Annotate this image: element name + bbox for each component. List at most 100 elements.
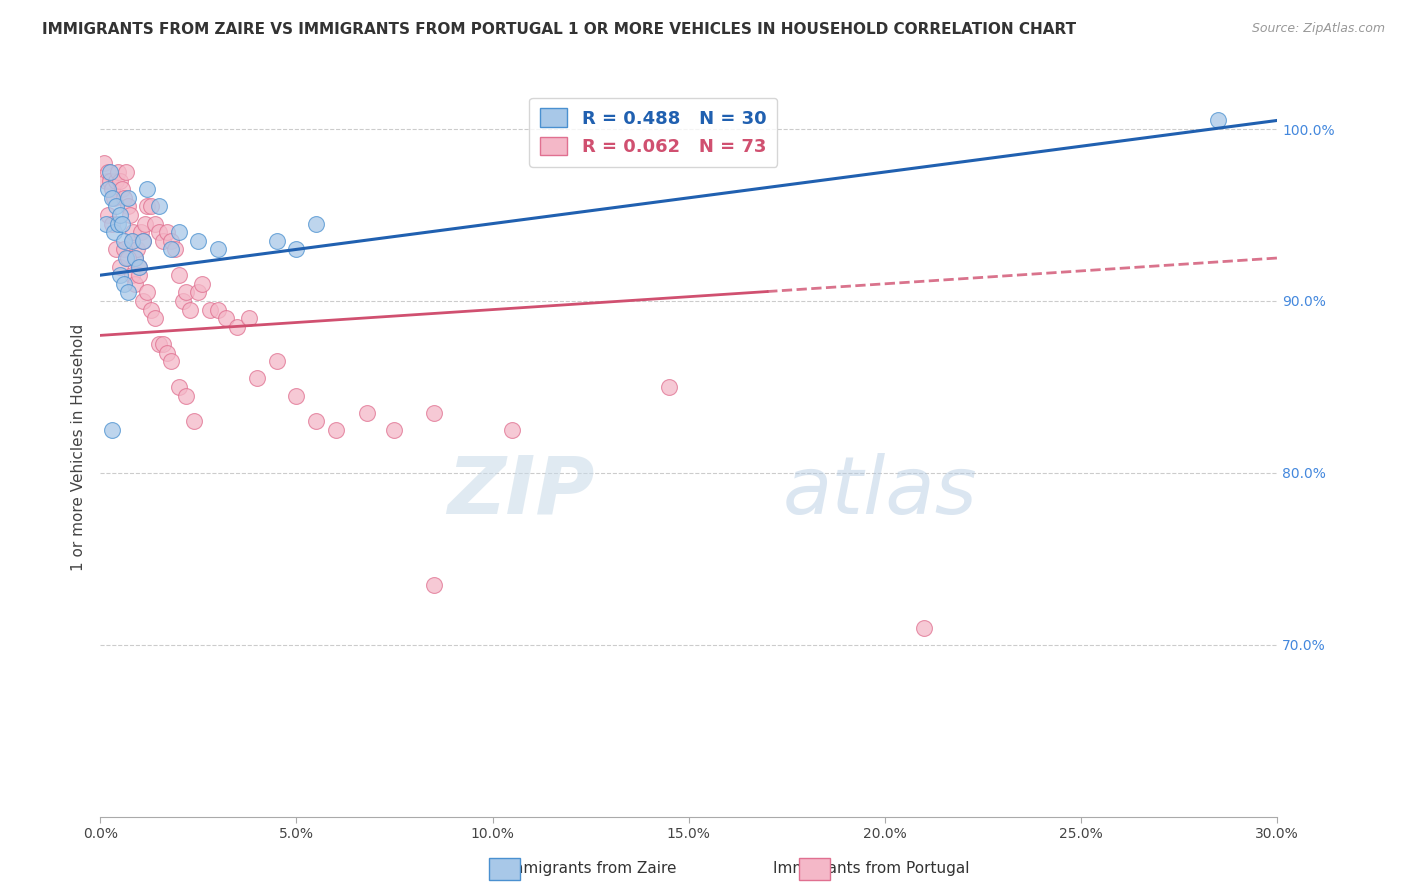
Point [121,234,143,248]
Point [98,165,121,179]
Text: Source: ZipAtlas.com: Source: ZipAtlas.com [1251,22,1385,36]
Point [198,302,221,317]
Point [148,225,170,239]
Point [122,225,145,239]
Point [124,277,146,291]
Point [103,225,125,239]
Point [187,234,209,248]
Point [148,337,170,351]
Point [159,354,181,368]
Point [136,199,159,213]
Point [167,380,190,394]
Point [156,225,179,239]
Point [112,243,135,257]
Point [207,243,229,257]
Point [176,285,198,300]
Point [101,217,124,231]
Point [156,345,179,359]
Point [163,243,186,257]
Point [111,217,134,231]
Point [97,165,120,179]
Point [1208,113,1230,128]
Point [422,578,444,592]
Point [215,311,238,326]
Point [97,208,120,222]
Point [101,182,124,196]
Point [143,217,166,231]
Point [128,268,150,283]
Point [152,337,174,351]
Point [124,251,146,265]
Point [207,302,229,317]
Point [325,423,347,437]
Point [104,199,127,213]
Point [128,260,150,274]
Point [422,406,444,420]
Point [104,173,127,187]
Point [118,208,141,222]
Point [132,234,155,248]
Text: Immigrants from Portugal: Immigrants from Portugal [773,861,970,876]
Point [172,293,194,308]
Point [159,243,181,257]
Point [139,302,162,317]
Point [114,165,136,179]
Point [266,354,288,368]
Point [266,234,288,248]
Point [167,268,190,283]
Legend: R = 0.488   N = 30, R = 0.062   N = 73: R = 0.488 N = 30, R = 0.062 N = 73 [530,97,778,167]
Point [103,191,125,205]
Point [112,277,135,291]
Point [658,380,681,394]
Point [176,388,198,402]
Point [285,388,308,402]
Text: ZIP: ZIP [447,452,595,531]
Point [912,621,935,635]
Point [108,173,131,187]
Point [183,414,205,428]
Point [136,182,159,196]
Point [94,217,117,231]
Point [131,225,153,239]
Point [107,217,129,231]
Point [93,156,115,170]
Point [136,285,159,300]
Point [501,423,523,437]
Text: atlas: atlas [783,452,977,531]
Point [117,285,139,300]
Point [191,277,214,291]
Point [112,191,135,205]
Point [132,293,155,308]
Point [179,302,201,317]
Point [148,199,170,213]
Point [132,234,155,248]
Point [127,243,149,257]
Point [305,217,328,231]
Point [139,199,162,213]
Point [121,268,143,283]
Point [134,217,156,231]
Text: IMMIGRANTS FROM ZAIRE VS IMMIGRANTS FROM PORTUGAL 1 OR MORE VEHICLES IN HOUSEHOL: IMMIGRANTS FROM ZAIRE VS IMMIGRANTS FROM… [42,22,1077,37]
Point [152,234,174,248]
Point [108,260,131,274]
Point [101,423,124,437]
Point [187,285,209,300]
Point [384,423,406,437]
Point [98,173,121,187]
Point [305,414,328,428]
Point [108,208,131,222]
Point [246,371,269,385]
Point [167,225,190,239]
Point [107,165,129,179]
Point [143,311,166,326]
Point [111,182,134,196]
Point [226,319,249,334]
Point [108,268,131,283]
Point [128,260,150,274]
Point [112,234,135,248]
Point [101,191,124,205]
Point [121,234,143,248]
Point [285,243,308,257]
Point [356,406,378,420]
Point [238,311,260,326]
